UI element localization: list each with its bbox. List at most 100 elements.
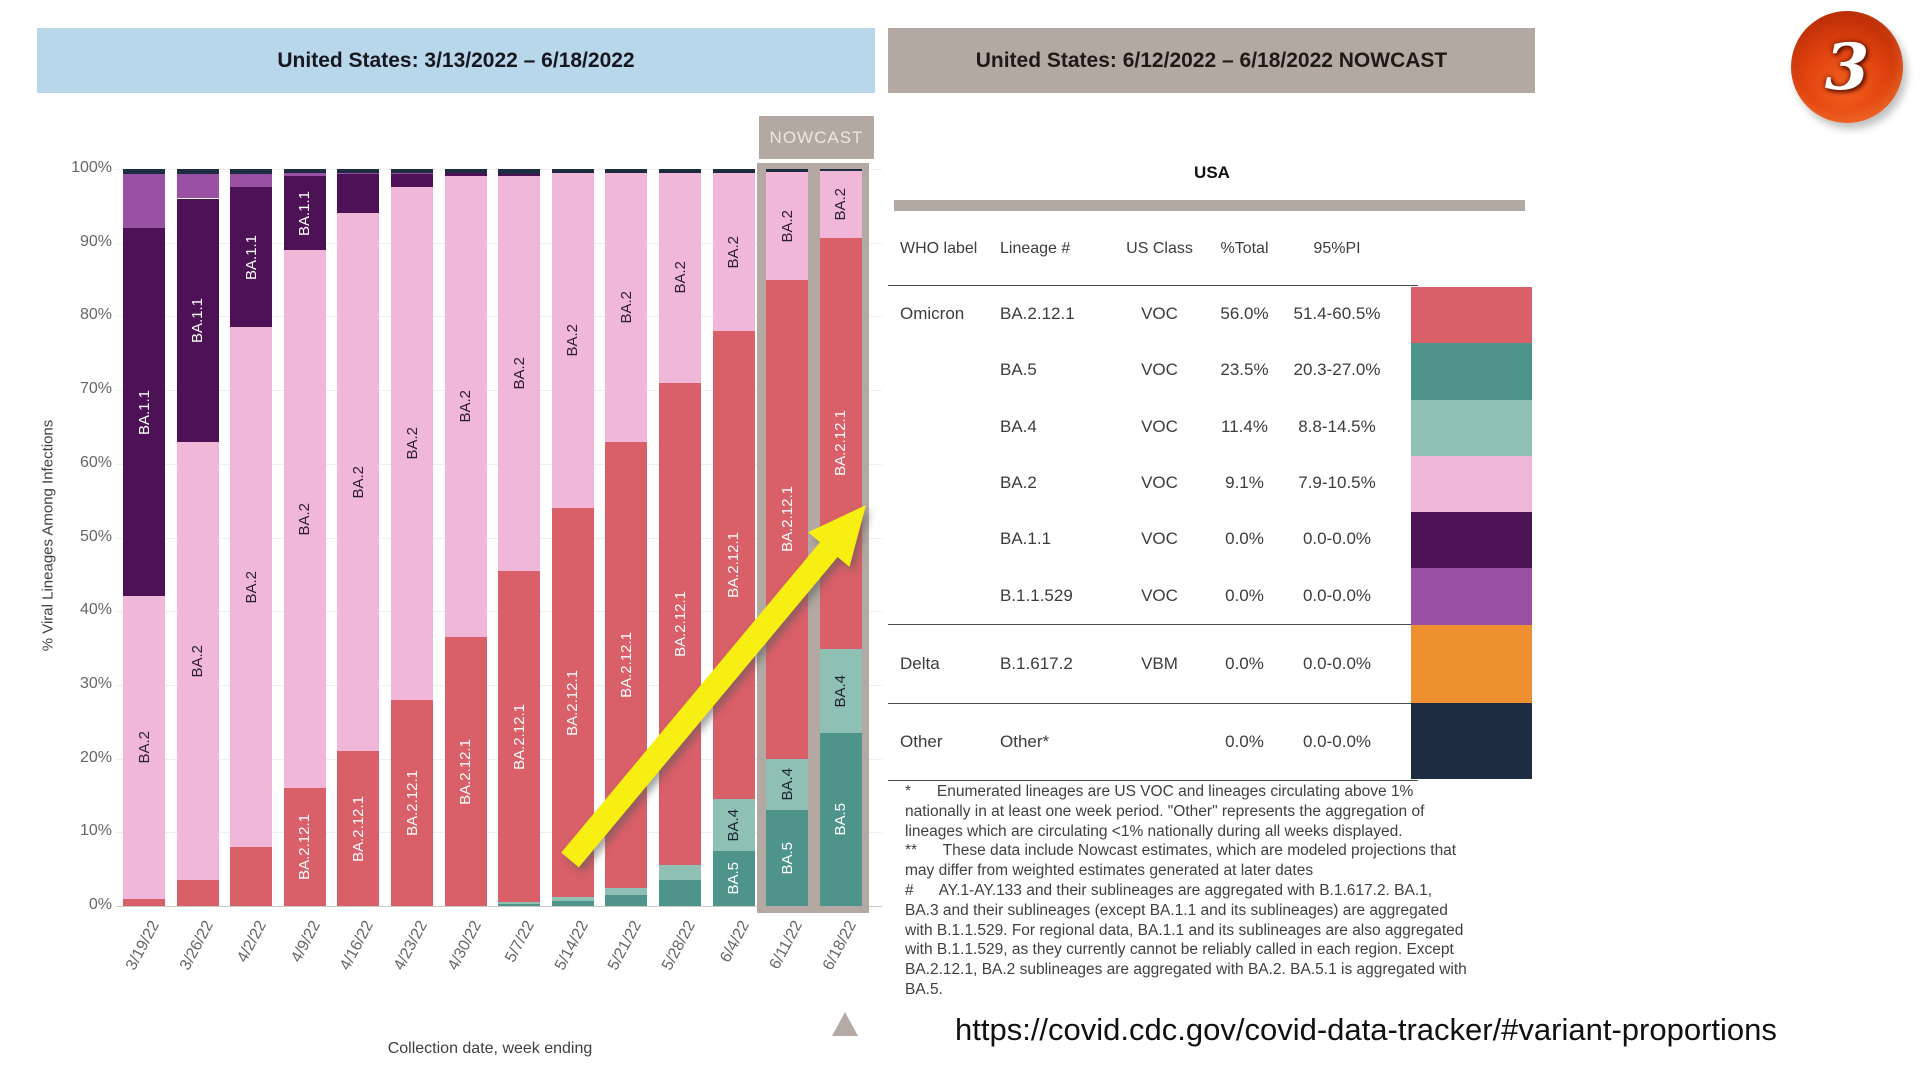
segment-label: BA.2 xyxy=(457,390,475,423)
bar-segment-Other[interactable] xyxy=(551,169,594,173)
segment-label: BA.5 xyxy=(832,803,850,836)
bar-segment-BA.2.12.1[interactable]: BA.2.12.1 xyxy=(444,637,487,906)
bar-segment-B.1.1.529[interactable] xyxy=(123,174,165,228)
bar-segment-BA.4[interactable]: BA.4 xyxy=(712,799,755,851)
bar-segment-BA.5[interactable]: BA.5 xyxy=(766,810,809,906)
table-top-rule xyxy=(894,200,1525,211)
bar-segment-BA.2[interactable]: BA.2 xyxy=(337,213,380,752)
bar-segment-BA.2.12.1[interactable]: BA.2.12.1 xyxy=(498,570,541,903)
bar-segment-BA.2.12.1[interactable] xyxy=(123,898,165,906)
bar-segment-BA.1.1[interactable]: BA.1.1 xyxy=(230,187,273,328)
y-tick-label: 90% xyxy=(79,232,112,250)
bar-segment-BA.1.1[interactable]: BA.1.1 xyxy=(176,198,219,442)
bar-segment-Other[interactable] xyxy=(605,169,648,173)
color-swatch-BA.1.1 xyxy=(1411,512,1532,569)
bar-segment-BA.2.12.1[interactable]: BA.2.12.1 xyxy=(605,441,648,888)
bar-segment-BA.4[interactable] xyxy=(551,897,594,901)
total-cell: 23.5% xyxy=(1220,360,1269,380)
total-cell: 9.1% xyxy=(1225,473,1264,493)
bar-segment-BA.2.12.1[interactable]: BA.2.12.1 xyxy=(283,788,326,906)
slide-number: 3 xyxy=(1824,29,1870,105)
bar-segment-BA.4[interactable] xyxy=(498,902,541,904)
bar-segment-BA.2.12.1[interactable]: BA.2.12.1 xyxy=(819,237,862,649)
bar-segment-Other[interactable] xyxy=(391,169,433,173)
bar-segment-BA.2.12.1[interactable]: BA.2.12.1 xyxy=(766,279,809,759)
segment-label: BA.5 xyxy=(725,862,743,895)
column-header: Lineage # xyxy=(1000,240,1071,257)
bar-5/28/22: BA.2.12.1 BA.2 xyxy=(659,169,701,906)
bar-3/19/22: BA.2 BA.1.1 xyxy=(123,169,165,906)
bar-segment-Other[interactable] xyxy=(444,169,487,173)
bar-segment-Other[interactable] xyxy=(230,169,273,175)
bar-segment-BA.5[interactable] xyxy=(659,880,701,906)
bar-segment-BA.4[interactable]: BA.4 xyxy=(819,648,862,733)
bar-segment-BA.2[interactable]: BA.2 xyxy=(712,172,755,332)
bar-segment-BA.2[interactable]: BA.2 xyxy=(391,187,433,700)
total-cell: 0.0% xyxy=(1225,529,1264,549)
bar-segment-BA.1.1[interactable]: BA.1.1 xyxy=(283,176,326,251)
segment-label: BA.2 xyxy=(242,570,260,604)
bar-segment-BA.2.12.1[interactable] xyxy=(230,847,273,906)
bar-segment-BA.2[interactable]: BA.2 xyxy=(659,172,701,383)
bar-segment-BA.2[interactable]: BA.2 xyxy=(176,441,219,881)
bar-segment-BA.2[interactable]: BA.2 xyxy=(766,171,809,280)
bar-segment-BA.2[interactable]: BA.2 xyxy=(498,175,541,571)
bar-segment-BA.2.12.1[interactable]: BA.2.12.1 xyxy=(551,508,594,898)
bar-segment-Other[interactable] xyxy=(819,169,862,172)
bar-segment-B.1.1.529[interactable] xyxy=(391,172,433,174)
pi-cell: 7.9-10.5% xyxy=(1298,473,1376,493)
bar-segment-Other[interactable] xyxy=(337,169,380,173)
total-cell: 0.0% xyxy=(1225,731,1264,751)
bar-segment-BA.2[interactable]: BA.2 xyxy=(230,327,273,848)
us-class-cell: VOC xyxy=(1141,529,1178,549)
bar-segment-BA.2[interactable]: BA.2 xyxy=(283,250,326,789)
bar-segment-BA.5[interactable]: BA.5 xyxy=(712,850,755,906)
bar-4/9/22: BA.2.12.1 BA.2 BA.1.1 xyxy=(283,169,326,906)
bar-segment-BA.4[interactable] xyxy=(659,865,701,881)
gridline-0 xyxy=(116,906,882,907)
segment-label: BA.1.1 xyxy=(135,389,153,435)
bar-segment-BA.2[interactable]: BA.2 xyxy=(444,176,487,637)
bar-segment-BA.4[interactable]: BA.4 xyxy=(766,758,809,811)
bar-segment-BA.2[interactable]: BA.2 xyxy=(819,171,862,238)
bar-segment-Other[interactable] xyxy=(712,169,755,173)
bar-segment-Other[interactable] xyxy=(659,169,701,173)
bar-segment-BA.2[interactable]: BA.2 xyxy=(605,172,648,442)
bar-segment-B.1.1.529[interactable] xyxy=(337,172,380,175)
bar-segment-BA.2.12.1[interactable]: BA.2.12.1 xyxy=(712,331,755,800)
footnote-line: ** These data include Nowcast estimates,… xyxy=(905,842,1457,860)
bar-segment-B.1.1.529[interactable] xyxy=(230,174,273,188)
segment-label: BA.2 xyxy=(349,465,367,499)
bar-6/11/22: BA.5 BA.4 BA.2.12.1 BA.2 xyxy=(766,169,809,906)
footnote-line: BA.3 and their sublineages (except BA.1.… xyxy=(905,901,1448,919)
bar-segment-Other[interactable] xyxy=(123,169,165,175)
bar-segment-BA.1.1[interactable] xyxy=(498,174,541,176)
bar-segment-BA.4[interactable] xyxy=(605,887,648,895)
bar-segment-BA.2.12.1[interactable] xyxy=(176,880,219,906)
us-class-cell: VOC xyxy=(1141,416,1178,436)
bar-segment-BA.1.1[interactable] xyxy=(444,172,487,177)
bar-segment-BA.2.12.1[interactable]: BA.2.12.1 xyxy=(337,751,380,906)
who-label-cell: Omicron xyxy=(900,304,965,324)
bar-segment-BA.2[interactable]: BA.2 xyxy=(551,172,594,509)
bar-segment-Other[interactable] xyxy=(176,169,219,175)
bar-segment-BA.2.12.1[interactable]: BA.2.12.1 xyxy=(391,699,433,906)
bar-3/26/22: BA.2 BA.1.1 xyxy=(176,169,219,906)
bar-segment-B.1.1.529[interactable] xyxy=(176,174,219,199)
bar-segment-BA.5[interactable] xyxy=(605,894,648,906)
bar-segment-BA.1.1[interactable]: BA.1.1 xyxy=(123,227,165,597)
bar-segment-BA.1.1[interactable] xyxy=(391,173,433,188)
bar-segment-BA.5[interactable]: BA.5 xyxy=(819,732,862,906)
bar-segment-BA.5[interactable] xyxy=(551,900,594,906)
bar-segment-Other[interactable] xyxy=(498,169,541,175)
bar-segment-BA.2[interactable]: BA.2 xyxy=(123,596,165,899)
segment-label: BA.2 xyxy=(778,209,796,243)
x-axis-title: Collection date, week ending xyxy=(387,1040,593,1057)
bar-segment-BA.2.12.1[interactable]: BA.2.12.1 xyxy=(659,382,701,866)
column-header: WHO label xyxy=(900,240,978,257)
bar-segment-Other[interactable] xyxy=(766,169,809,172)
bar-segment-Other[interactable] xyxy=(283,169,326,173)
bar-segment-B.1.1.529[interactable] xyxy=(283,172,326,177)
bar-segment-BA.5[interactable] xyxy=(498,903,541,906)
bar-segment-BA.1.1[interactable] xyxy=(337,174,380,214)
